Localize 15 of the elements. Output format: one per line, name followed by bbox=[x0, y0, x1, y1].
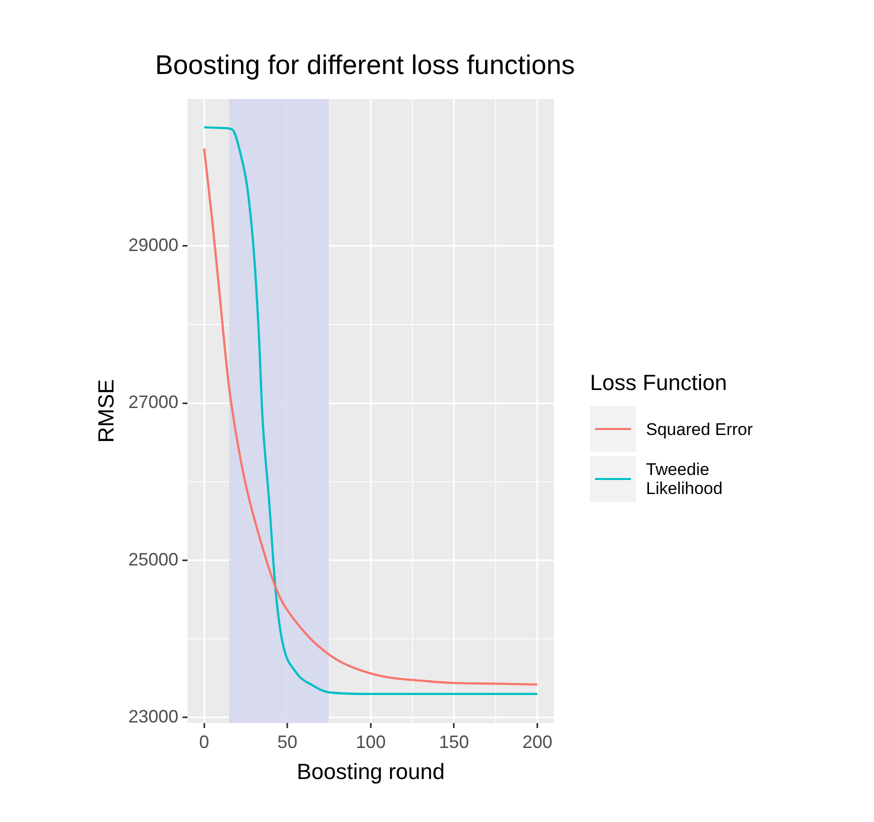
x-tick-label: 0 bbox=[199, 732, 210, 752]
x-axis-title: Boosting round bbox=[296, 758, 445, 784]
x-tick-label: 200 bbox=[522, 732, 552, 752]
y-tick-label: 25000 bbox=[128, 549, 178, 570]
legend-label: Tweedie Likelihood bbox=[646, 460, 724, 498]
x-tick-label: 50 bbox=[277, 732, 298, 752]
y-tick-label: 27000 bbox=[128, 392, 178, 412]
y-tick-label: 29000 bbox=[128, 234, 178, 255]
x-tick-label: 150 bbox=[439, 732, 470, 752]
chart-title: Boosting for different loss functions bbox=[154, 50, 576, 81]
legend-title: Loss Function bbox=[590, 370, 728, 396]
legend-label: Squared Error bbox=[646, 420, 754, 438]
y-tick-label: 23000 bbox=[128, 706, 178, 726]
y-axis-title: RMSE bbox=[93, 379, 118, 443]
x-tick-label: 100 bbox=[356, 732, 386, 752]
